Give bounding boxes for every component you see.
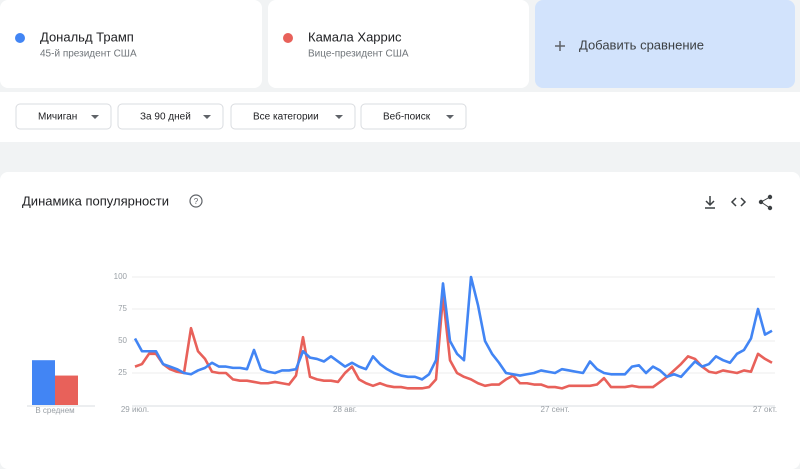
term-subtitle: Вице-президент США <box>308 49 409 60</box>
term-dot <box>15 33 25 43</box>
average-label: В среднем <box>35 406 74 415</box>
add-card[interactable] <box>535 0 795 88</box>
filter-label: Веб-поиск <box>383 111 431 123</box>
embed-icon[interactable] <box>730 197 747 207</box>
y-tick-label: 75 <box>118 304 127 313</box>
filter-pill[interactable] <box>360 103 467 130</box>
dropdown-arrow <box>446 115 454 119</box>
series-line <box>134 294 773 390</box>
series-line <box>133 275 773 381</box>
y-tick-label: 50 <box>118 336 127 345</box>
dropdown-arrow <box>91 115 99 119</box>
filter-label: Мичиган <box>38 112 77 123</box>
chart-card <box>0 172 800 469</box>
term-card[interactable] <box>0 0 262 88</box>
dropdown-arrow <box>335 115 343 119</box>
x-tick-label: 29 июл. <box>121 405 149 414</box>
filter-label: За 90 дней <box>140 112 191 123</box>
plus-icon <box>555 41 565 51</box>
chart-title: Динамика популярности <box>22 193 169 208</box>
average-bar <box>55 375 78 405</box>
y-tick-label: 25 <box>118 368 127 377</box>
y-tick-label: 100 <box>114 272 128 281</box>
filter-pill[interactable] <box>230 103 356 130</box>
share-icon[interactable] <box>758 194 773 211</box>
help-icon-glyph: ? <box>194 197 199 206</box>
filter-label: Все категории <box>253 112 319 123</box>
filter-pill[interactable] <box>15 103 112 130</box>
average-bar <box>32 360 55 405</box>
filter-pill[interactable] <box>117 103 224 130</box>
download-icon[interactable] <box>705 196 715 209</box>
term-name: Дональд Трамп <box>40 29 134 44</box>
help-icon[interactable] <box>189 194 203 208</box>
term-card[interactable] <box>268 0 529 88</box>
x-tick-label: 27 окт. <box>753 405 777 414</box>
dropdown-arrow <box>203 115 211 119</box>
term-name: Камала Харрис <box>308 29 402 44</box>
x-tick-label: 27 сент. <box>541 405 570 414</box>
add-comparison[interactable]: Добавить сравнение <box>579 37 704 52</box>
x-tick-label: 28 авг. <box>333 405 357 414</box>
term-subtitle: 45-й президент США <box>40 49 137 60</box>
term-dot <box>283 33 293 43</box>
